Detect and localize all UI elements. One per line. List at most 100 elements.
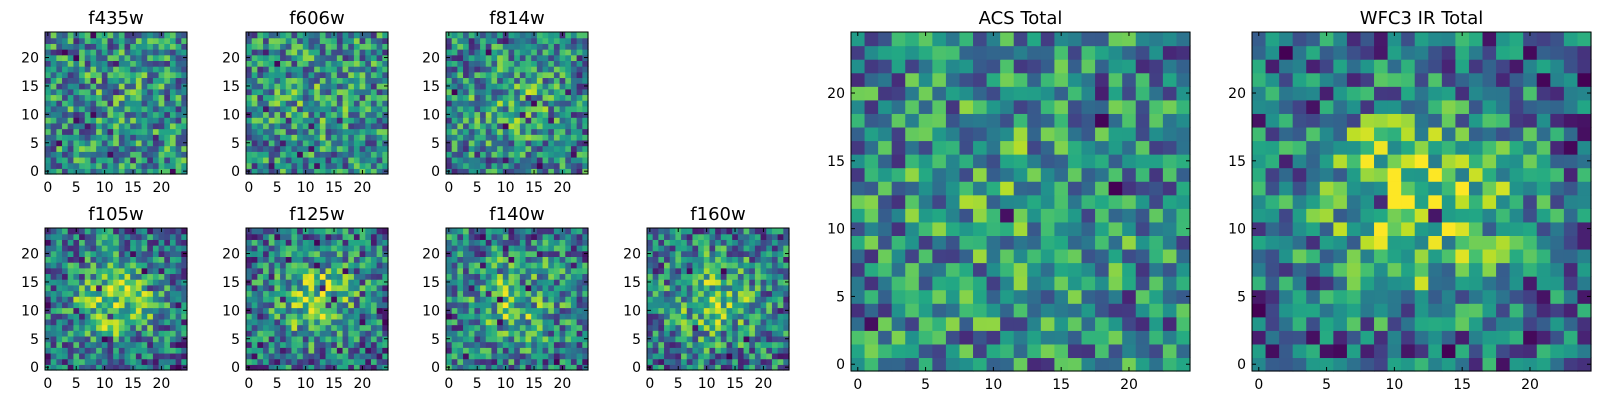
heatmap-cell <box>141 60 148 67</box>
heatmap-cell <box>246 128 253 135</box>
heatmap-cell <box>50 122 57 130</box>
heatmap-cell <box>336 117 344 124</box>
heatmap-cell <box>158 43 165 50</box>
heatmap-cell <box>726 245 733 252</box>
heatmap-cell <box>760 250 767 257</box>
heatmap-cell <box>370 352 378 360</box>
heatmap-cell <box>1027 235 1042 250</box>
heatmap-cell <box>376 279 383 286</box>
heatmap-cell <box>709 245 716 252</box>
heatmap-cell <box>365 128 372 135</box>
heatmap-cell <box>175 239 182 246</box>
heatmap-cell <box>314 60 321 67</box>
heatmap-cell <box>302 139 310 147</box>
heatmap-cell <box>169 168 177 175</box>
heatmap-cell <box>480 267 487 275</box>
heatmap-cell <box>348 290 355 297</box>
heatmap-cell <box>973 357 988 372</box>
heatmap-cell <box>502 71 510 79</box>
heatmap-cell <box>542 77 549 84</box>
heatmap-cell <box>664 296 671 303</box>
heatmap-cell <box>73 100 80 107</box>
heatmap-cell <box>246 88 253 96</box>
heatmap-cell <box>181 318 188 326</box>
x-tick-label: 5 <box>72 376 81 392</box>
heatmap-cell <box>457 66 464 73</box>
heatmap-cell <box>107 151 114 158</box>
heatmap-cell <box>474 54 481 61</box>
heatmap-cell <box>777 296 784 303</box>
heatmap-cell <box>359 267 366 275</box>
heatmap-cell <box>353 284 361 292</box>
heatmap-cell <box>164 105 171 113</box>
heatmap-cell <box>365 267 372 275</box>
heatmap-cell <box>986 235 1001 250</box>
heatmap-cell <box>451 273 458 280</box>
heatmap-cell <box>359 54 366 61</box>
heatmap-cell <box>514 335 521 343</box>
heatmap-cell <box>878 289 893 304</box>
heatmap-cell <box>743 290 750 297</box>
heatmap-cell <box>291 330 298 337</box>
heatmap-cell <box>79 335 86 343</box>
heatmap-cell <box>754 318 762 326</box>
heatmap-cell <box>274 307 281 314</box>
heatmap-cell <box>67 341 74 348</box>
heatmap-cell <box>565 100 572 107</box>
heatmap-cell <box>480 32 487 39</box>
heatmap-cell <box>698 296 705 303</box>
heatmap-cell <box>280 37 287 44</box>
heatmap-cell <box>720 352 728 360</box>
heatmap-cell <box>559 330 566 337</box>
heatmap-cell <box>570 296 578 303</box>
heatmap-cell <box>147 228 154 235</box>
heatmap-cell <box>565 358 572 365</box>
heatmap-cell <box>56 43 63 50</box>
heatmap-cell <box>514 279 521 286</box>
heatmap-cell <box>331 66 338 73</box>
heatmap-cell <box>463 60 470 67</box>
heatmap-cell <box>446 358 453 365</box>
heatmap-cell <box>576 83 583 90</box>
heatmap-cell <box>96 364 103 371</box>
x-tick-label: 15 <box>325 376 343 392</box>
heatmap-cell <box>325 77 332 84</box>
heatmap-cell <box>382 128 389 135</box>
heatmap-cell <box>257 156 264 164</box>
heatmap-cell <box>732 358 739 365</box>
heatmap-cell <box>485 256 493 263</box>
heatmap-cell <box>90 273 97 280</box>
heatmap-cell <box>45 151 52 158</box>
heatmap-cell <box>257 162 264 169</box>
heatmap-cell <box>152 32 160 39</box>
heatmap-cell <box>743 358 750 365</box>
heatmap-cell <box>84 128 92 135</box>
heatmap-cell <box>302 54 310 61</box>
heatmap-cell <box>945 194 961 209</box>
heatmap-cell <box>1176 316 1191 331</box>
heatmap-cell <box>986 289 1001 304</box>
heatmap-cell <box>90 364 97 371</box>
heatmap-cell <box>382 134 389 141</box>
heatmap-cell <box>152 256 160 263</box>
heatmap-cell <box>918 357 933 372</box>
heatmap-cell <box>56 100 63 107</box>
heatmap-cell <box>726 352 733 360</box>
heatmap-cell <box>737 250 745 257</box>
heatmap-cell <box>463 111 470 118</box>
heatmap-cell <box>164 296 171 303</box>
heatmap-cell <box>709 262 716 269</box>
heatmap-cell <box>118 233 126 240</box>
heatmap-cell <box>325 307 332 314</box>
heatmap-cell <box>491 32 498 39</box>
heatmap-cell <box>62 318 69 326</box>
heatmap-cell <box>508 156 515 164</box>
heatmap-cell <box>777 364 784 371</box>
heatmap-cell <box>508 245 515 252</box>
heatmap-cell <box>553 145 561 152</box>
heatmap-cell <box>451 290 458 297</box>
heatmap-cell <box>382 318 389 326</box>
heatmap-cell <box>531 134 538 141</box>
heatmap-cell <box>491 100 498 107</box>
heatmap-cell <box>480 134 487 141</box>
